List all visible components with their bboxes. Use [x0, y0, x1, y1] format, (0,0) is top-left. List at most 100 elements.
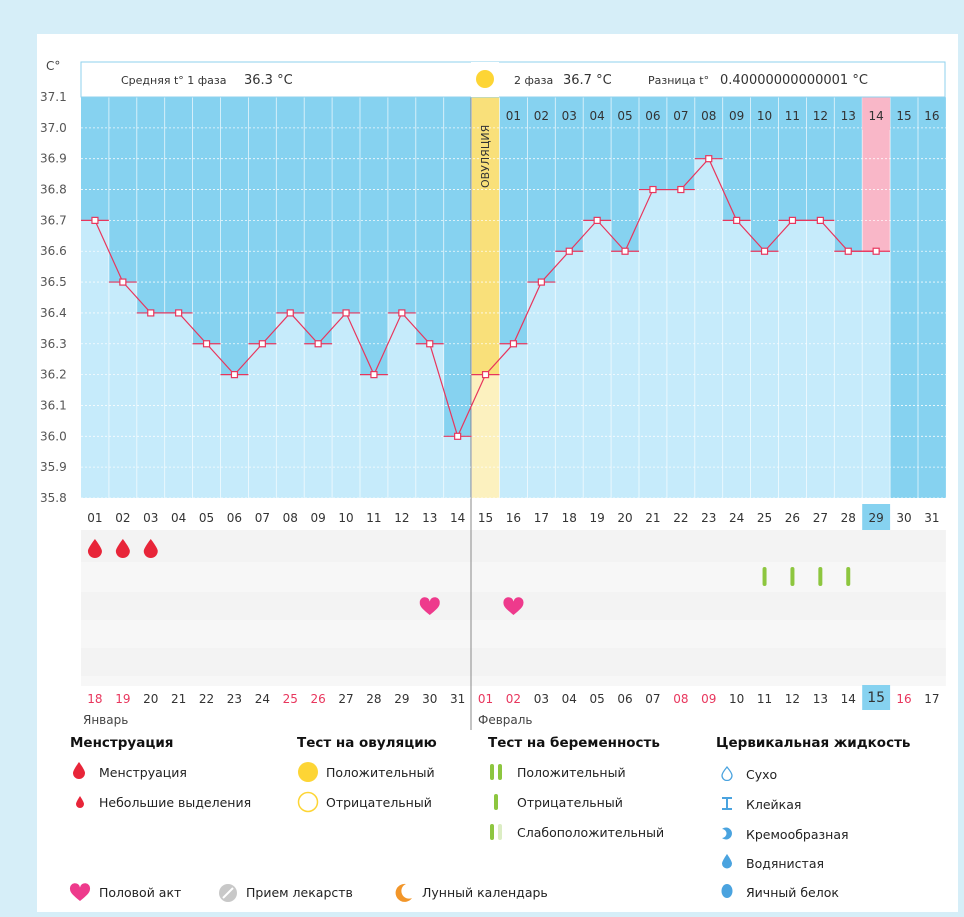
legend-ovulation-positive: Положительный	[326, 765, 435, 780]
marker-row	[81, 676, 946, 686]
phase2-day-label: 07	[673, 109, 688, 123]
temperature-point	[537, 278, 545, 286]
pregnancy-test-icon	[846, 567, 851, 586]
temperature-point	[509, 340, 518, 348]
calendar-date-label: 13	[813, 692, 828, 706]
calendar-date-label: 20	[143, 692, 158, 706]
calendar-date-label: 19	[115, 692, 130, 706]
calendar-date-label: 25	[283, 692, 298, 706]
cycle-day-label: 30	[896, 511, 911, 525]
phase2-day-label: 01	[506, 109, 521, 123]
calendar-date-label: 10	[729, 692, 744, 706]
marker-row	[81, 530, 946, 562]
day-number-row	[81, 504, 946, 530]
cycle-day-label: 31	[924, 511, 939, 525]
sticky-icon	[722, 797, 732, 810]
cycle-day-label: 08	[283, 511, 298, 525]
ovulation-negative-icon	[297, 791, 319, 813]
calendar-date-label: 28	[366, 692, 381, 706]
calendar-date-label: 01	[478, 692, 493, 706]
pill-icon	[219, 884, 237, 902]
phase2-day-label: 04	[590, 109, 605, 123]
cycle-day-label: 12	[394, 511, 409, 525]
phase2-day-label: 13	[841, 109, 856, 123]
phase2-day-label: 11	[785, 109, 800, 123]
temperature-point	[621, 247, 629, 255]
cycle-day-label: 16	[506, 511, 521, 525]
legend-medication: Прием лекарств	[246, 885, 353, 900]
legend-ovulation-test-title: Тест на овуляцию	[297, 735, 437, 751]
cycle-day-label: 13	[422, 511, 437, 525]
cycle-day-label: 17	[534, 511, 549, 525]
day-column-fill	[192, 343, 221, 498]
temperature-point	[649, 185, 657, 194]
cycle-day-label: 28	[841, 511, 856, 525]
temperature-point	[481, 371, 490, 379]
phase2-day-label: 02	[534, 109, 549, 123]
cycle-day-label: 27	[813, 511, 828, 525]
phase2-day-label: 15	[896, 109, 911, 123]
calendar-date-label: 06	[617, 692, 632, 706]
temperature-point	[230, 371, 239, 379]
menstruation-icon	[87, 539, 102, 558]
temperature-point	[426, 340, 434, 348]
creamy-icon	[722, 827, 732, 840]
day-column-fill	[415, 343, 444, 498]
pregnancy-weak-icon	[490, 824, 502, 840]
today-cell	[862, 685, 891, 710]
temperature-line	[81, 155, 891, 440]
cycle-day-label: 05	[199, 511, 214, 525]
temperature-point	[314, 340, 322, 348]
calendar-date-label: 09	[701, 692, 716, 706]
menstruation-icon	[115, 539, 130, 558]
cycle-day-label: 15	[478, 511, 493, 525]
phase2-day-label: 03	[562, 109, 577, 123]
day-column-fill	[778, 220, 807, 498]
temperature-point	[705, 155, 713, 163]
diff-label: Разница t°	[648, 74, 709, 87]
phase2-value: 36.7 °C	[563, 73, 612, 88]
day-column-fill	[806, 220, 835, 498]
day-column-fill	[527, 282, 556, 498]
day-column-fill	[81, 220, 109, 498]
cycle-day-label: 07	[255, 511, 270, 525]
calendar-date-label: 22	[199, 692, 214, 706]
calendar-date-label: 26	[311, 692, 326, 706]
egg-white-icon	[721, 884, 733, 898]
legend-cervical-watery: Водянистая	[746, 856, 825, 871]
legend-pregnancy-positive: Положительный	[517, 765, 626, 780]
y-tick-label: 37.1	[40, 90, 67, 104]
y-tick-label: 36.4	[40, 306, 67, 320]
cycle-day-label: 20	[617, 511, 632, 525]
day-column-fill	[722, 220, 751, 498]
legend-pregnancy-negative: Отрицательный	[517, 795, 623, 810]
pregnancy-negative-icon	[494, 794, 498, 810]
bbt-chart: 37.1 37.0 36.9 36.8 36.7 36.6 36.5 36.4 36.3 36.2…	[40, 59, 946, 730]
day-column-fill	[583, 220, 612, 498]
calendar-date-label: 31	[450, 692, 465, 706]
cycle-day-label: 25	[757, 511, 772, 525]
temperature-point	[816, 216, 824, 224]
cycle-day-label: 10	[338, 511, 353, 525]
temperature-point	[872, 247, 880, 255]
calendar-date-label: 29	[394, 692, 409, 706]
legend-cervical-dry: Сухо	[746, 767, 778, 782]
pregnancy-positive-icon	[490, 764, 502, 780]
calendar-date-label: 14	[841, 692, 856, 706]
cycle-day-label: 11	[366, 511, 381, 525]
temperature-point	[202, 340, 211, 348]
temperature-point	[147, 309, 155, 317]
cycle-day-label: 19	[590, 511, 605, 525]
date-row	[81, 686, 946, 730]
y-tick-label: 35.8	[40, 491, 67, 505]
pregnancy-test-icon	[818, 567, 823, 586]
cycle-day-label: 03	[143, 511, 158, 525]
phase1-label: Средняя t° 1 фаза	[121, 74, 227, 87]
calendar-date-label: 07	[645, 692, 660, 706]
marker-row	[81, 648, 946, 676]
calendar-date-label: 03	[534, 692, 549, 706]
dry-icon	[721, 765, 733, 781]
calendar-date-label: 05	[590, 692, 605, 706]
phase1-value: 36.3 °C	[244, 73, 293, 88]
calendar-date-label: 21	[171, 692, 186, 706]
